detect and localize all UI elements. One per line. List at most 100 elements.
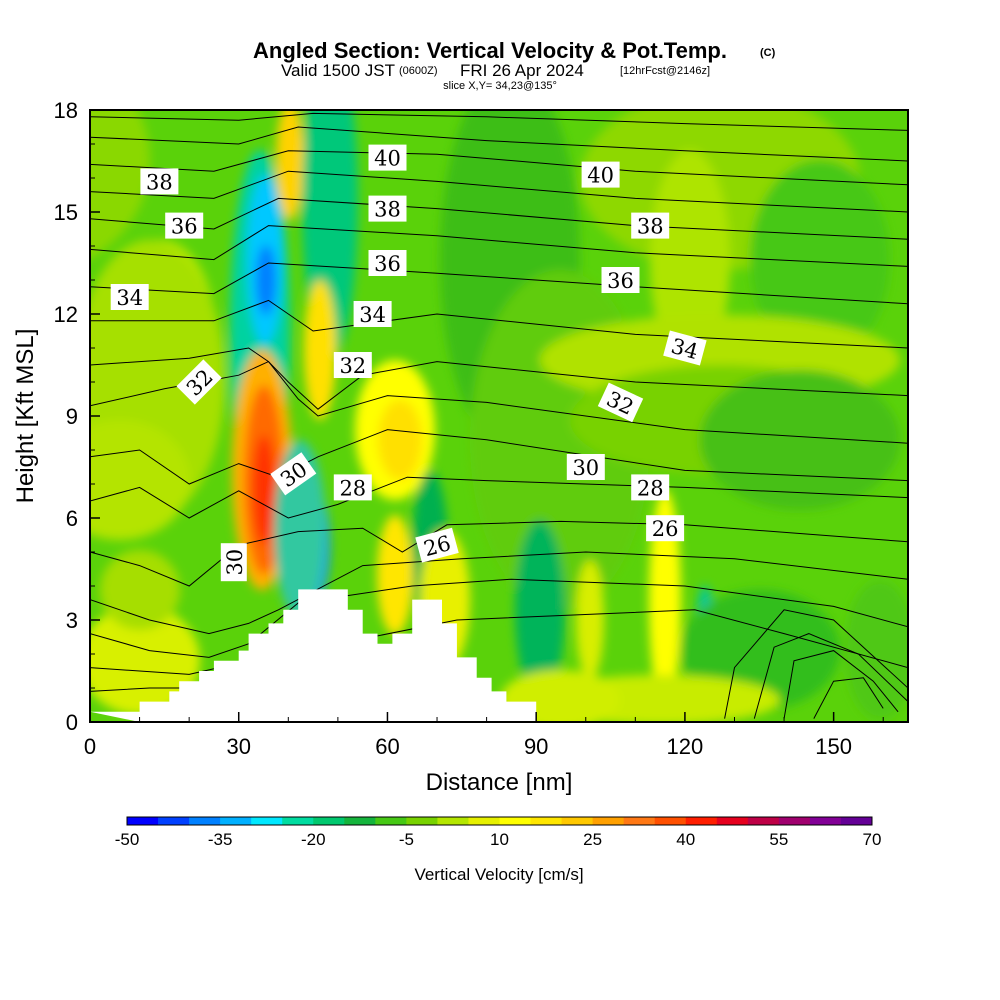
colorbar-tick-label: -50 — [115, 830, 140, 849]
colorbar-swatch — [747, 817, 780, 825]
colorbar-tick-label: -20 — [301, 830, 326, 849]
contour-label-text: 30 — [223, 549, 247, 576]
contour-label-box — [368, 144, 407, 171]
contour-label-text: 30 — [572, 456, 599, 480]
theta-contour-line — [90, 225, 908, 267]
colorbar-swatch — [251, 817, 283, 825]
contour-label-text: 36 — [374, 252, 401, 276]
contour-label: 36 — [368, 250, 407, 276]
colorbar-swatch — [840, 817, 873, 825]
chart-title-suffix: (C) — [760, 47, 776, 59]
velocity-region — [515, 520, 565, 700]
colorbar-swatch — [623, 817, 656, 825]
contour-label: 38 — [140, 168, 179, 195]
colorbar-tick-label: 10 — [490, 830, 509, 849]
colorbar-tick-label: 55 — [769, 830, 788, 849]
contour-labels: 3836343230304038363432282640383634323028… — [110, 144, 707, 582]
colorbar-swatch — [530, 817, 563, 825]
contour-label: 36 — [165, 212, 204, 239]
contour-label-text: 36 — [607, 269, 634, 293]
contour-label-box — [165, 212, 204, 239]
theta-contour-line — [90, 578, 908, 658]
theta-contour-line — [813, 677, 884, 719]
contour-label-box — [270, 452, 317, 496]
theta-contour-line — [783, 650, 899, 719]
velocity-region — [276, 110, 304, 220]
contour-label: 30 — [220, 543, 247, 582]
contour-label-box — [581, 161, 620, 188]
colorbar-title: Vertical Velocity [cm/s] — [414, 865, 583, 884]
contour-label: 32 — [333, 352, 372, 378]
contour-label: 34 — [353, 301, 392, 327]
colorbar-swatch — [468, 817, 500, 825]
contour-label-box — [597, 382, 644, 423]
contour-label-box — [333, 474, 372, 501]
colorbar-swatch — [344, 817, 376, 825]
contour-label: 34 — [110, 284, 149, 310]
velocity-region — [256, 245, 276, 315]
velocity-region — [90, 605, 200, 715]
y-tick-label: 6 — [66, 506, 78, 531]
colorbar-swatch — [809, 817, 842, 825]
velocity-region — [576, 560, 604, 680]
colorbar-tick-label: 40 — [676, 830, 695, 849]
velocity-region — [253, 435, 275, 545]
contour-label-box — [601, 267, 640, 293]
contour-label-text: 26 — [652, 517, 679, 541]
colorbar-swatch — [437, 817, 469, 825]
theta-contour-line — [90, 347, 908, 410]
velocity-region — [304, 280, 336, 420]
slice-label: slice X,Y= 34,23@135° — [443, 80, 557, 92]
colorbar-swatch — [282, 817, 314, 825]
theta-contour-line — [90, 170, 908, 213]
plot-area: 3836343230304038363432282640383634323028… — [90, 110, 908, 722]
theta-contour-line — [90, 476, 908, 519]
contour-label-text: 36 — [171, 215, 198, 239]
x-axis: 0 30 60 90 120 150 — [84, 712, 884, 759]
velocity-region — [90, 110, 150, 258]
colorbar-swatch — [592, 817, 625, 825]
theta-contour-line — [90, 520, 908, 587]
contour-label: 38 — [631, 212, 670, 239]
contour-label-text: 40 — [587, 164, 614, 188]
velocity-region — [650, 150, 730, 370]
x-tick-label: 120 — [667, 734, 704, 759]
velocity-region — [100, 550, 180, 630]
colorbar-tick-label: 25 — [583, 830, 602, 849]
velocity-region — [750, 160, 890, 360]
contour-label-text: 38 — [146, 170, 173, 194]
theta-contour-line — [90, 299, 908, 349]
contour-label-text: 34 — [116, 286, 143, 310]
contour-label: 40 — [368, 144, 407, 171]
colorbar-tick-label: -35 — [208, 830, 233, 849]
forecast-label: [12hrFcst@2146z] — [620, 65, 710, 77]
y-tick-label: 18 — [54, 98, 78, 123]
colorbar-swatch — [158, 817, 190, 825]
colorbar-swatch — [220, 817, 252, 825]
colorbar-swatch — [313, 817, 345, 825]
contour-label-text: 32 — [339, 354, 366, 378]
contour-label-box — [631, 212, 670, 239]
colorbar-frame — [126, 816, 873, 826]
contour-label-box — [353, 301, 392, 327]
contour-label-box — [566, 454, 605, 480]
colorbar: -50 -35 -20 -5 10 25 40 55 70 — [115, 816, 881, 849]
contour-label: 36 — [601, 267, 640, 293]
contour-label-text: 34 — [359, 303, 386, 327]
contour-label-text: 28 — [339, 476, 366, 500]
colorbar-swatch — [189, 817, 221, 825]
y-axis-title: Height [Kft MSL] — [12, 329, 39, 504]
velocity-region — [378, 400, 422, 480]
contour-label-box — [663, 330, 707, 366]
x-tick-label: 60 — [375, 734, 399, 759]
contour-label-box — [176, 359, 222, 405]
contour-label-box — [110, 284, 149, 310]
colorbar-swatch — [716, 817, 749, 825]
x-tick-label: 0 — [84, 734, 96, 759]
contour-label-box — [631, 474, 670, 501]
contour-label-box — [415, 527, 459, 563]
velocity-region — [90, 420, 190, 540]
theta-contour-line — [90, 262, 908, 305]
contour-label-box — [368, 195, 407, 222]
